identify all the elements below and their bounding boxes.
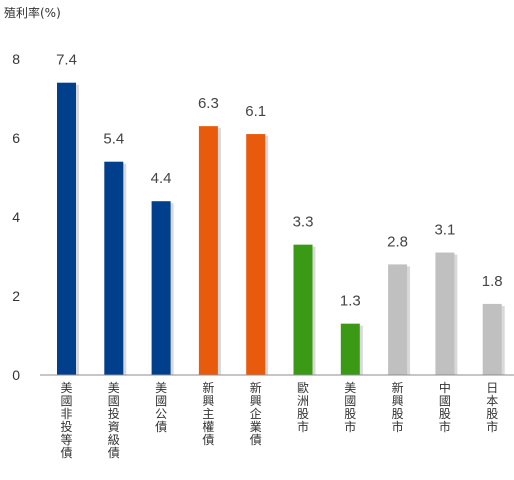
data-label: 3.3 [293, 214, 314, 231]
x-tick-label: 日本股市 [486, 381, 498, 434]
x-tick-label: 美國公債 [155, 381, 167, 434]
data-label: 6.1 [245, 103, 266, 120]
data-label: 1.3 [340, 293, 361, 310]
data-label: 6.3 [198, 95, 219, 112]
x-tick-label: 中國股市 [439, 380, 451, 434]
data-label: 2.8 [387, 233, 408, 250]
y-tick-label: 8 [12, 51, 20, 67]
bar [57, 82, 76, 375]
bar [435, 252, 455, 375]
bar [482, 303, 502, 375]
x-tick-label: 新興主權債 [202, 380, 214, 447]
y-tick-label: 6 [12, 130, 20, 146]
x-tick-label: 新興股市 [392, 380, 404, 434]
data-label: 3.1 [434, 222, 455, 239]
data-label: 4.4 [151, 170, 172, 187]
bar [198, 126, 218, 376]
y-tick-label: 0 [12, 367, 20, 383]
bar [104, 161, 124, 375]
y-tick-label: 4 [12, 209, 20, 225]
data-label: 5.4 [103, 131, 124, 148]
bar [388, 264, 408, 375]
x-tick-label: 美國投資級債 [108, 381, 120, 460]
x-tick-label: 歐洲股市 [297, 380, 309, 434]
y-tick-label: 2 [12, 288, 20, 304]
bar [246, 134, 266, 375]
data-label: 1.8 [482, 273, 503, 290]
x-tick-label: 美國非投等債 [61, 381, 73, 460]
bar [293, 244, 313, 375]
x-tick-label: 美國股市 [344, 381, 356, 434]
bar [340, 323, 360, 375]
data-label: 7.4 [56, 52, 77, 69]
bar [151, 201, 171, 375]
x-tick-label: 新興企業債 [250, 380, 262, 447]
y-axis-label: 殖利率(%) [4, 5, 61, 20]
